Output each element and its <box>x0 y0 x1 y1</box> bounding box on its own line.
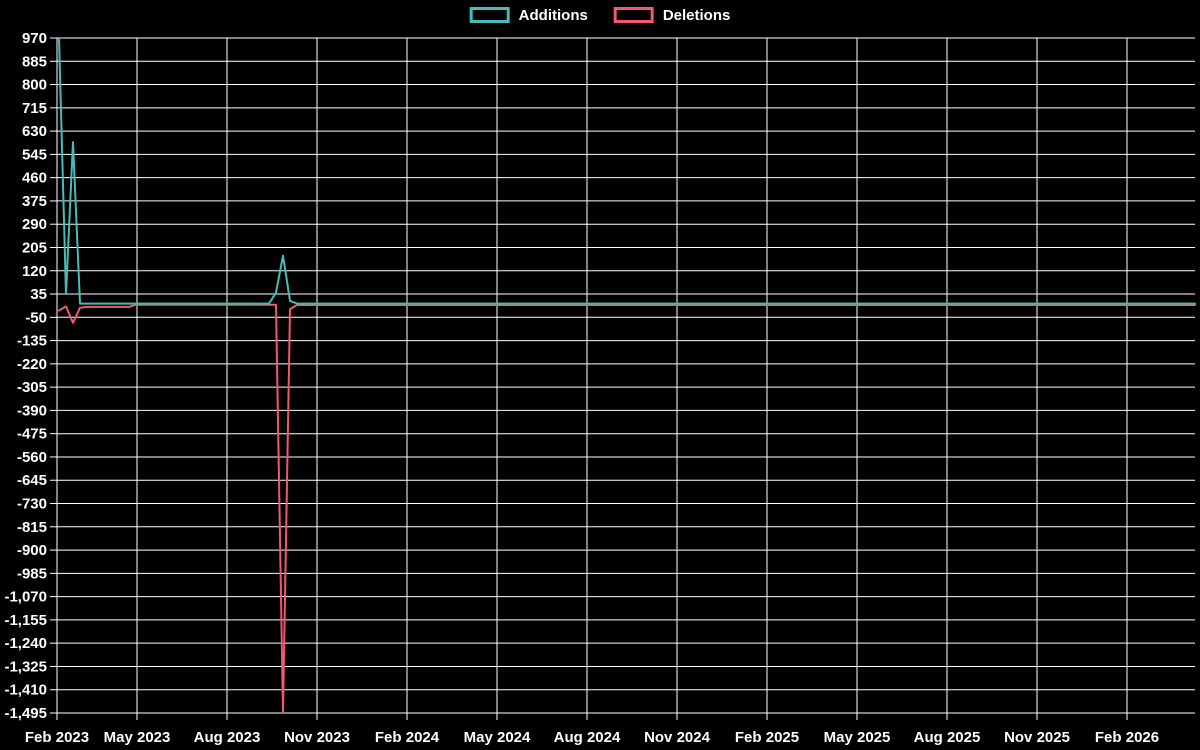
legend-item-additions[interactable]: Additions <box>469 6 588 24</box>
y-tick-label: 375 <box>22 193 47 210</box>
y-tick-label: -815 <box>17 519 47 536</box>
y-tick-label: 630 <box>22 123 47 140</box>
y-tick-label: -135 <box>17 333 47 350</box>
y-tick-label: -305 <box>17 379 47 396</box>
x-tick-label: Aug 2023 <box>194 729 261 746</box>
deletions-swatch-icon <box>613 7 654 23</box>
x-tick-label: May 2025 <box>824 729 891 746</box>
y-tick-label: 120 <box>22 263 47 280</box>
series-line-deletions <box>58 303 1196 714</box>
x-tick-label: May 2024 <box>464 729 531 746</box>
legend-item-deletions[interactable]: Deletions <box>613 6 731 24</box>
y-tick-label: -900 <box>17 542 47 559</box>
y-tick-label: -1,325 <box>4 658 47 675</box>
x-tick-label: Aug 2025 <box>914 729 981 746</box>
y-tick-label: -50 <box>25 309 47 326</box>
y-tick-label: -645 <box>17 472 47 489</box>
y-tick-label: 545 <box>22 146 47 163</box>
y-tick-label: -1,495 <box>4 705 47 722</box>
series-line-additions <box>58 37 1196 305</box>
y-tick-label: 35 <box>30 286 47 303</box>
additions-swatch-icon <box>469 7 510 23</box>
x-tick-label: Nov 2024 <box>644 729 711 746</box>
x-tick-label: Aug 2024 <box>554 729 621 746</box>
chart-legend: Additions Deletions <box>469 6 731 24</box>
y-tick-label: -730 <box>17 496 47 513</box>
x-tick-label: Feb 2026 <box>1095 729 1159 746</box>
x-tick-label: May 2023 <box>104 729 171 746</box>
x-tick-label: Feb 2023 <box>25 729 89 746</box>
y-tick-label: 885 <box>22 53 47 70</box>
legend-label-deletions: Deletions <box>662 6 731 24</box>
y-tick-label: -1,155 <box>4 612 47 629</box>
y-tick-label: -390 <box>17 402 47 419</box>
y-tick-label: -1,070 <box>4 589 47 606</box>
y-tick-label: -475 <box>17 426 47 443</box>
x-tick-label: Feb 2025 <box>735 729 799 746</box>
y-tick-label: -1,410 <box>4 682 47 699</box>
y-tick-label: 290 <box>22 216 47 233</box>
legend-label-additions: Additions <box>518 6 588 24</box>
y-tick-label: -220 <box>17 356 47 373</box>
y-tick-label: 970 <box>22 30 47 47</box>
y-tick-label: 205 <box>22 239 47 256</box>
x-tick-label: Nov 2025 <box>1004 729 1070 746</box>
y-tick-label: 800 <box>22 77 47 94</box>
y-tick-label: -560 <box>17 449 47 466</box>
y-tick-label: 715 <box>22 100 47 117</box>
y-tick-label: -1,240 <box>4 635 47 652</box>
x-tick-label: Nov 2023 <box>284 729 350 746</box>
x-tick-label: Feb 2024 <box>375 729 440 746</box>
y-tick-label: -985 <box>17 565 47 582</box>
y-tick-label: 460 <box>22 170 47 187</box>
